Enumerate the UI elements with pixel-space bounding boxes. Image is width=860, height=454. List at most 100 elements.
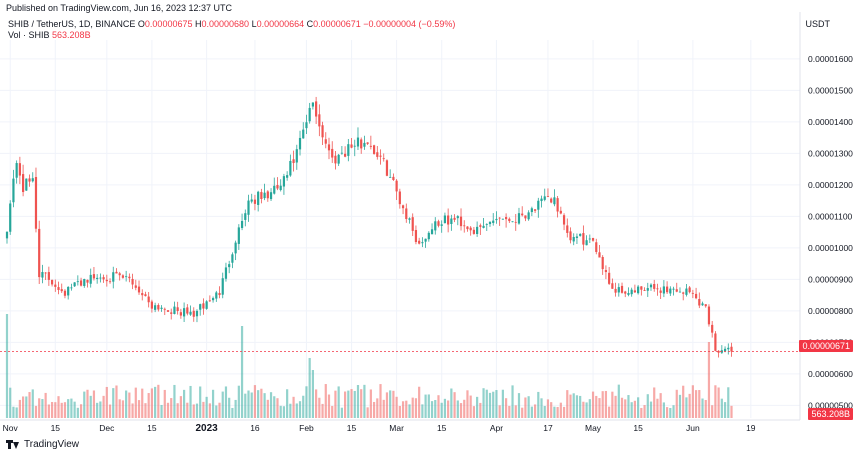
volume-bar [572,393,575,418]
volume-bar [527,396,530,418]
volume-bar [86,389,89,418]
close-label: C [306,19,314,29]
volume-bar [144,403,147,418]
candle-body [379,155,382,157]
volume-bar [727,387,730,418]
volume-bar [199,386,202,418]
candle-body [92,274,96,279]
volume-bar [54,402,57,418]
candle-body [437,221,440,226]
candle-body [334,155,337,164]
candle-body [707,306,711,325]
candle-body [611,283,614,289]
volume-bar [656,398,659,418]
candle-body [392,176,395,181]
volume-bar [205,396,208,418]
candle-body [511,221,514,223]
candle-body [89,274,92,284]
y-tick-label: 0.00000600 [808,369,853,379]
candle-body [376,152,379,157]
candle-body [418,240,421,244]
volume-bar [215,405,218,418]
candle-body [121,275,125,278]
candle-body [408,218,411,220]
candle-body [96,277,99,280]
volume-bar [414,398,418,418]
tradingview-logo-icon [6,440,20,449]
candle-body [643,289,646,291]
candle-body [253,199,257,204]
volume-bar [228,397,231,418]
volume-bar [263,393,266,418]
candle-body [382,158,385,160]
volume-bar [405,400,408,418]
volume-bar [492,391,495,418]
volume-bar [125,390,128,418]
candle-body [572,236,575,242]
volume-bar [447,400,450,418]
candle-body [183,308,186,317]
candle-body [505,217,508,220]
candle-body [450,218,453,225]
candle-body [263,192,266,199]
volume-bar [331,405,334,418]
candle-body [189,311,192,315]
candle-body [443,215,447,224]
volume-bar [92,390,96,418]
volume-bar [282,406,286,418]
candle-body [385,160,389,176]
candle-body [498,217,501,219]
volume-bar [150,388,153,418]
volume-bar [501,389,504,418]
candle-body [260,192,263,199]
candle-body [694,293,698,299]
candle-body [5,231,9,239]
candle-body [160,307,163,309]
candle-body [579,233,582,236]
candle-body [492,220,495,223]
volume-bar [289,403,292,418]
candle-body [701,303,704,306]
volume-bar [463,399,466,418]
volume-bar [163,389,166,418]
volume-bar [418,386,421,418]
volume-bar [208,403,211,418]
volume-bar [250,392,253,418]
candle-body [18,163,21,176]
candle-body [711,324,714,333]
candle-body [414,230,418,243]
volume-bar [550,402,553,418]
volume-bar [575,395,579,418]
footer-brand[interactable]: TradingView [6,439,79,450]
volume-bar [488,392,492,418]
candle-body [463,225,466,227]
volume-bar [533,404,537,418]
candle-body [672,288,675,290]
candle-body [685,288,688,295]
volume-bar [302,395,305,418]
x-tick-label: May [585,423,602,433]
volume-bar [269,392,273,418]
candle-body [691,292,694,294]
candle-body [517,213,521,224]
volume-bar [41,399,44,418]
candle-body [234,242,237,254]
candle-body [447,215,450,225]
volume-bar [5,314,9,418]
candle-body [228,264,231,268]
candle-body [202,303,205,309]
volume-bar [385,392,389,418]
volume-bar [179,396,182,418]
volume-bar [96,402,99,418]
candle-body [617,287,620,293]
candle-body [199,304,202,310]
candle-body [218,292,221,296]
volume-bar [192,404,195,418]
volume-bar [176,403,179,418]
volume-bar [44,392,47,418]
candle-body [537,200,540,210]
candle-body [321,125,324,138]
last-price-tag: 0.00000671 [799,340,853,352]
volume-bar [38,398,41,418]
